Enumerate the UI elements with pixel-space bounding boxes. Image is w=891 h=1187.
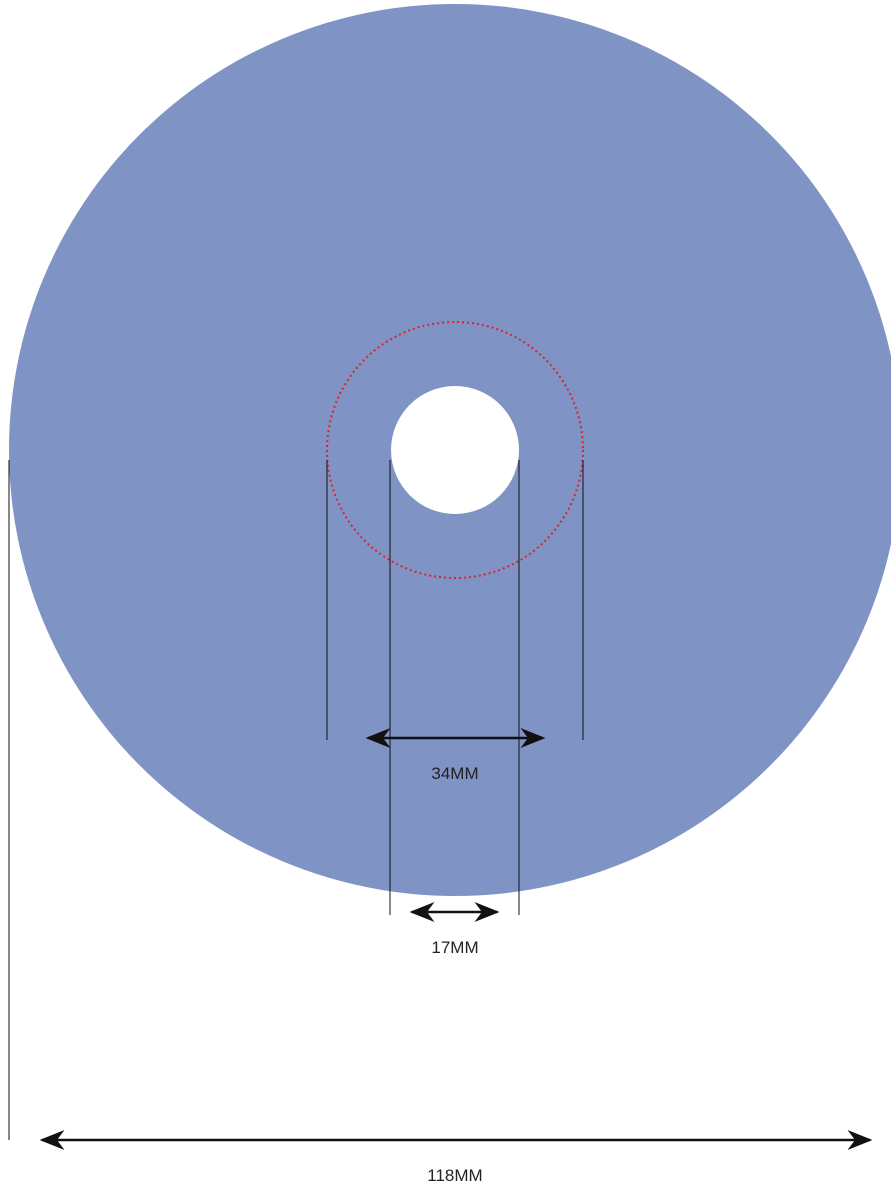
label-hole-diameter: 17MM <box>431 938 478 957</box>
label-hub-diameter: 34MM <box>431 764 478 783</box>
center-hole <box>391 386 519 514</box>
hub-guide-circle <box>326 321 584 579</box>
label-outer-diameter: 118MM <box>427 1166 482 1185</box>
